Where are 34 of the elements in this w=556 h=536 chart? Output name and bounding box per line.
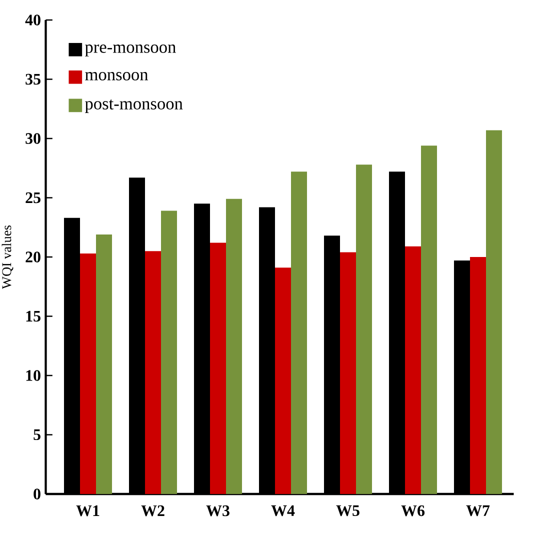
bar	[356, 164, 372, 494]
x-tick-label: W5	[336, 505, 360, 516]
x-tick-label: W6	[401, 505, 425, 516]
y-tick-label: 25	[26, 192, 40, 204]
bar	[275, 268, 291, 494]
y-tick-label: 10	[26, 370, 40, 381]
legend-label: monsoon	[85, 72, 148, 80]
bar	[291, 172, 307, 494]
legend-label: post-monsoon	[85, 100, 183, 113]
legend-label: pre-monsoon	[85, 44, 176, 56]
y-tick-label: 35	[26, 74, 40, 85]
x-tick-label: W4	[271, 505, 295, 516]
y-tick-label: 40	[25, 14, 40, 26]
bar	[80, 253, 96, 494]
x-tick-label: W2	[141, 505, 164, 516]
bar	[486, 130, 502, 494]
bar	[96, 234, 112, 494]
bar	[161, 210, 177, 494]
bar	[340, 252, 356, 494]
y-tick-label: 0	[34, 488, 40, 500]
bar	[145, 251, 161, 494]
bar	[405, 246, 421, 494]
y-tick-label: 15	[26, 310, 40, 322]
x-tick-label: W1	[76, 505, 100, 516]
bar	[210, 242, 226, 494]
x-tick-label: W7	[466, 505, 490, 516]
bar	[226, 198, 242, 494]
bar	[470, 256, 486, 494]
bar	[420, 146, 437, 494]
y-tick-label: 5	[34, 429, 40, 440]
y-tick-label: 20	[26, 252, 40, 262]
x-tick-label: W3	[206, 505, 230, 516]
y-tick-label: 30	[26, 133, 40, 144]
y-axis-title: WQI values	[2, 225, 14, 289]
